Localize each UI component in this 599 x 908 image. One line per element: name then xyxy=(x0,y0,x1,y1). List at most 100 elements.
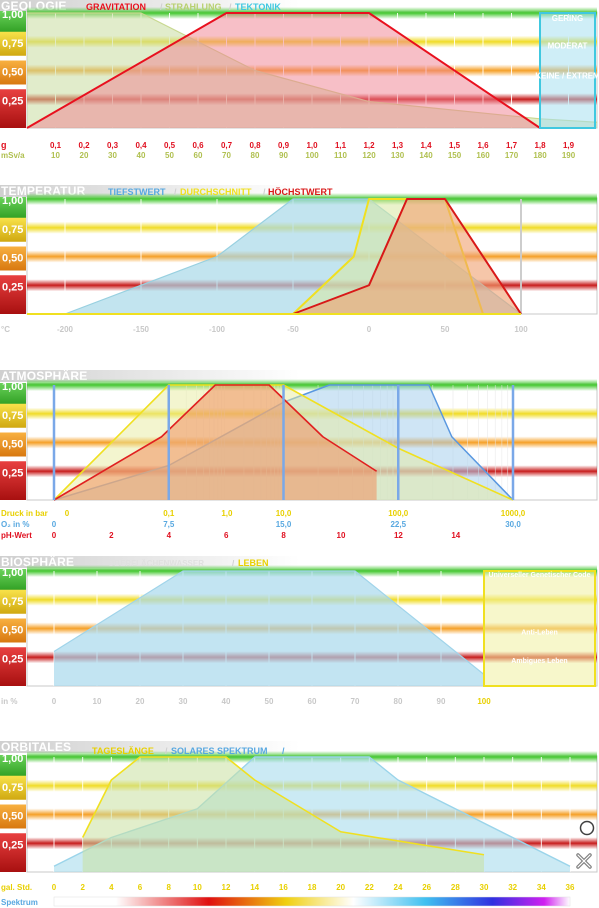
tick-label-prozent: 90 xyxy=(437,697,446,706)
level-marker xyxy=(0,383,26,407)
tick-label-o2: 22,5 xyxy=(390,520,406,529)
level-marker xyxy=(0,31,26,56)
tick-label-prozent: 70 xyxy=(351,697,360,706)
tick-label-druck: 100,0 xyxy=(388,509,409,518)
legend-gravitation: GRAVITATION xyxy=(86,2,146,12)
cross-stroke xyxy=(577,854,591,868)
axis-label-prozent: in % xyxy=(1,697,17,706)
legend-separator: / xyxy=(160,2,163,12)
axis-label-o2: O₂ in % xyxy=(1,520,29,529)
tick-label-std: 34 xyxy=(537,883,546,892)
axis-label-std: gal. Std. xyxy=(1,883,32,892)
leben-label: Anti-Leben xyxy=(521,629,558,636)
tick-label-celsius: 100 xyxy=(514,325,528,334)
level-label: 0,50 xyxy=(2,253,23,265)
leben-box xyxy=(483,570,596,687)
tick-label-msv: 70 xyxy=(222,151,231,160)
tick-label-msv: 180 xyxy=(533,151,547,160)
level-label: 0,75 xyxy=(2,224,23,236)
level-marker xyxy=(0,589,26,614)
panel-title: ORBITALES xyxy=(1,740,71,754)
tick-label-prozent: 100 xyxy=(477,697,491,706)
tick-label-prozent: 0 xyxy=(52,697,57,706)
tick-label-g: 0,1 xyxy=(50,141,62,150)
tick-label-msv: 60 xyxy=(194,151,203,160)
tick-label-msv: 10 xyxy=(51,151,60,160)
level-marker xyxy=(0,197,26,221)
tick-label-std: 12 xyxy=(222,883,231,892)
legend-strahlung: STRAHLUNG xyxy=(165,2,222,12)
tick-label-celsius: 0 xyxy=(367,325,372,334)
level-marker xyxy=(0,461,26,500)
tick-label-g: 1,9 xyxy=(563,141,575,150)
axis-label-spektrum: Spektrum xyxy=(1,898,38,907)
tick-label-g: 1,7 xyxy=(506,141,518,150)
legend-durchschnitt: DURCHSCHNITT xyxy=(180,187,252,197)
tick-label-msv: 120 xyxy=(362,151,376,160)
cross-icon[interactable] xyxy=(576,853,592,869)
level-label: 1,00 xyxy=(2,753,23,765)
tick-label-msv: 30 xyxy=(108,151,117,160)
tick-label-druck: 0 xyxy=(65,509,70,518)
level-marker xyxy=(0,833,26,872)
tektonik-label: GERING xyxy=(552,14,584,23)
level-label: 0,50 xyxy=(2,811,23,823)
level-label: 0,75 xyxy=(2,596,23,608)
tick-label-g: 0,5 xyxy=(164,141,176,150)
leben-label: Ambigues Leben xyxy=(511,658,567,665)
series-ph-line xyxy=(53,384,378,501)
tick-label-ph: 10 xyxy=(337,531,346,540)
level-marker xyxy=(0,775,26,800)
tick-label-druck: 1000,0 xyxy=(501,509,526,518)
tick-label-prozent: 30 xyxy=(179,697,188,706)
legend-wasser: OBERFLÄCHENWASSER xyxy=(108,559,204,568)
level-marker xyxy=(0,569,26,593)
tick-label-msv: 80 xyxy=(251,151,260,160)
tick-label-msv: 100 xyxy=(305,151,319,160)
tick-label-std: 30 xyxy=(480,883,489,892)
tick-label-std: 4 xyxy=(109,883,114,892)
tick-label-g: 0,2 xyxy=(78,141,90,150)
tick-label-msv: 170 xyxy=(505,151,519,160)
tick-label-o2: 7,5 xyxy=(163,520,175,529)
series-wasser-line xyxy=(53,570,485,675)
tick-label-ph: 6 xyxy=(224,531,229,540)
level-marker xyxy=(0,618,26,643)
leben-label: Universeller Genetischer Code xyxy=(489,572,591,579)
tick-label-msv: 150 xyxy=(448,151,462,160)
legend-leben: LEBEN xyxy=(238,558,269,568)
tick-label-ph: 4 xyxy=(167,531,172,540)
tick-label-std: 32 xyxy=(508,883,517,892)
legend-separator: / xyxy=(282,746,285,756)
tick-label-celsius: -50 xyxy=(287,325,299,334)
tick-label-std: 16 xyxy=(279,883,288,892)
tick-label-g: 0,6 xyxy=(192,141,204,150)
series-tageslaenge-line xyxy=(81,756,485,856)
legend-tiefstwert: TIEFSTWERT xyxy=(108,187,166,197)
tick-label-g: 1,6 xyxy=(477,141,489,150)
level-label: 0,25 xyxy=(2,281,23,293)
axis-label-msv: mSv/a xyxy=(1,151,25,160)
axis-label-ph: pH-Wert xyxy=(1,531,32,540)
tick-label-std: 10 xyxy=(193,883,202,892)
circle-icon[interactable] xyxy=(579,820,595,836)
tick-label-ph: 8 xyxy=(281,531,286,540)
axis-label-celsius: °C xyxy=(1,325,10,334)
legend-tektonik: TEKTONIK xyxy=(235,2,281,12)
series-gravitation-line xyxy=(26,12,541,129)
tick-label-g: 0,7 xyxy=(221,141,233,150)
level-label: 0,25 xyxy=(2,467,23,479)
tick-label-prozent: 60 xyxy=(308,697,317,706)
level-marker xyxy=(0,755,26,779)
level-marker xyxy=(0,60,26,85)
series-wasser-area xyxy=(54,571,484,686)
level-marker xyxy=(0,403,26,428)
level-label: 0,25 xyxy=(2,839,23,851)
level-label: 0,25 xyxy=(2,653,23,665)
tick-label-msv: 140 xyxy=(419,151,433,160)
legend-spektrum: SOLARES SPEKTRUM xyxy=(171,746,268,756)
tick-label-g: 1,2 xyxy=(363,141,375,150)
